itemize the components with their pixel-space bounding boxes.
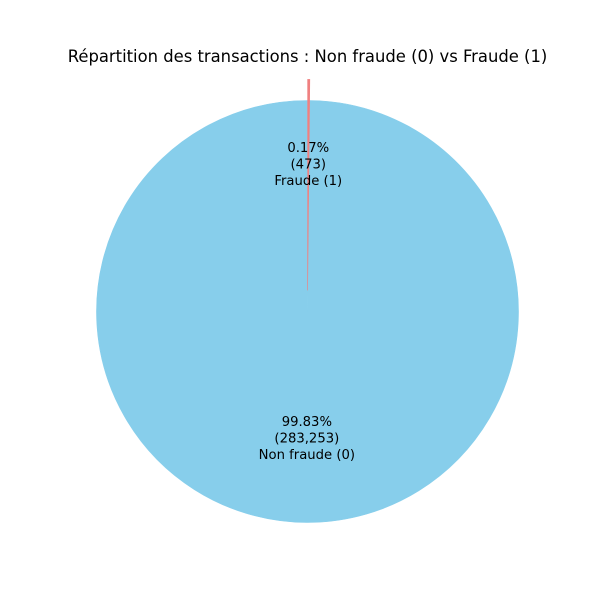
slice-value-non-fraude-0: (283,253) bbox=[274, 432, 339, 447]
chart-title: Répartition des transactions : Non fraud… bbox=[67, 47, 548, 66]
slice-percent-non-fraude-0: 99.83% bbox=[282, 415, 332, 430]
slice-label-non-fraude-0: 99.83% (283,253) Non fraude (0) bbox=[259, 415, 355, 463]
slice-value-fraude-1: (473) bbox=[291, 157, 326, 172]
slice-name-fraude-1: Fraude (1) bbox=[274, 174, 342, 189]
slice-percent-fraude-1: 0.17% bbox=[287, 141, 329, 156]
slice-label-fraude-1: 0.17% (473) Fraude (1) bbox=[274, 141, 342, 189]
pie-slice-non-fraude-0 bbox=[96, 100, 519, 523]
slice-name-non-fraude-0: Non fraude (0) bbox=[259, 448, 355, 463]
pie-slice-fraude-1 bbox=[307, 79, 311, 291]
